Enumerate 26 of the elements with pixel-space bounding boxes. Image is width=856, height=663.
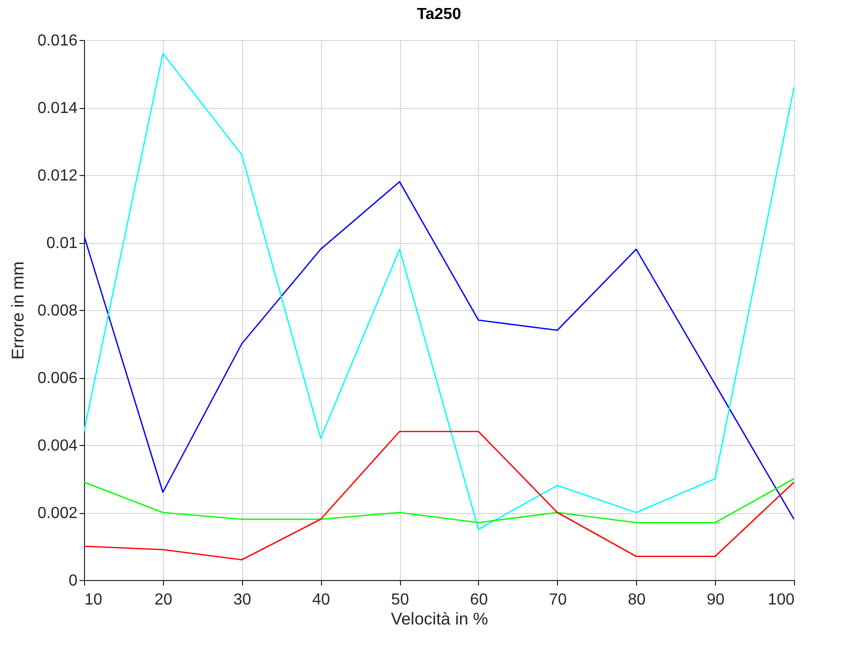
x-tick-label: 20 xyxy=(154,592,172,608)
y-axis-title: Errore in mm xyxy=(8,261,28,360)
y-tick-label: 0.014 xyxy=(37,100,78,117)
chart-title: Ta250 xyxy=(416,6,462,23)
x-tick-label: 10 xyxy=(84,592,102,608)
x-axis-title: Velocità in % xyxy=(390,610,488,628)
y-tick-label: 0.01 xyxy=(46,235,78,252)
y-tick-label: 0.006 xyxy=(37,370,78,387)
x-tick-label: 40 xyxy=(312,592,330,608)
y-tick-label: 0.012 xyxy=(37,168,78,184)
line-series xyxy=(84,430,794,560)
x-tick-label: 90 xyxy=(706,592,725,608)
y-tick-label: 0.004 xyxy=(37,438,78,454)
x-tick-label: 50 xyxy=(391,592,410,608)
y-tick-label: 0.002 xyxy=(37,505,78,522)
y-tick-label: 0.016 xyxy=(37,32,78,50)
x-tick-label: 60 xyxy=(470,592,488,608)
x-tick-label: 70 xyxy=(548,592,567,608)
y-tick-label: 0 xyxy=(68,572,78,590)
x-tick-label: 30 xyxy=(233,592,252,608)
x-tick-label: 100 xyxy=(768,592,795,608)
line-series xyxy=(84,181,794,520)
line-series xyxy=(84,52,794,530)
x-tick-label: 80 xyxy=(628,592,646,608)
y-tick-label: 0.008 xyxy=(37,302,78,320)
line-series xyxy=(84,478,794,524)
